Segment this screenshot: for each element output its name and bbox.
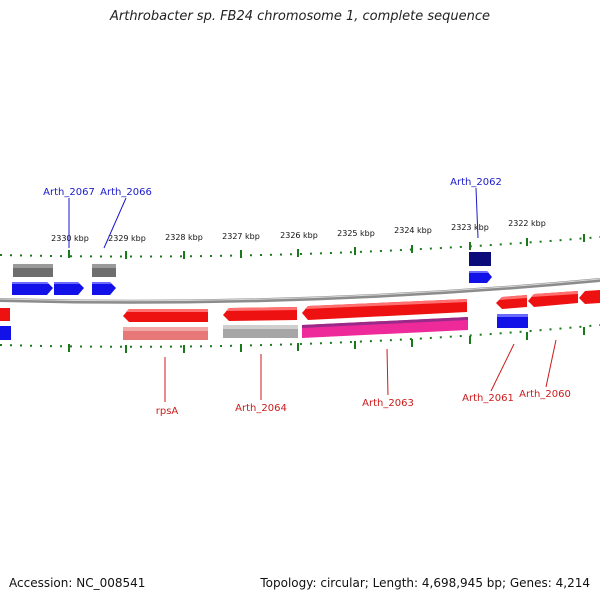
gene-rpsA xyxy=(123,309,208,322)
upper-gray-features xyxy=(13,252,491,277)
genome-summary-text: Topology: circular; Length: 4,698,945 bp… xyxy=(260,576,590,590)
navy-feature xyxy=(469,252,491,266)
gene-label: Arth_2060 xyxy=(519,389,571,400)
gene-arth-2066-a xyxy=(54,282,84,295)
upper-major-ticks xyxy=(68,234,585,259)
gene-left-edge xyxy=(0,308,10,321)
lower-features xyxy=(0,314,528,340)
gene-arth-2066-b xyxy=(92,282,116,295)
scale-label: 2323 kbp xyxy=(451,223,489,232)
scale-label: 2329 kbp xyxy=(108,234,146,243)
gene-arth-2063 xyxy=(302,299,467,320)
upper-scale-ring xyxy=(0,236,600,258)
scale-label: 2324 kbp xyxy=(394,226,432,235)
gene-labels: Arth_2067 Arth_2066 Arth_2062 rpsA Arth_… xyxy=(43,177,571,417)
gene-label: rpsA xyxy=(156,406,179,417)
gene-label: Arth_2061 xyxy=(462,393,514,404)
gene-right-edge xyxy=(579,290,600,304)
scale-labels: 2330 kbp 2329 kbp 2328 kbp 2327 kbp 2326… xyxy=(51,219,546,243)
gene-label: Arth_2067 xyxy=(43,187,95,198)
lower-scale-ring xyxy=(0,324,600,348)
accession-text: Accession: NC_008541 xyxy=(9,576,146,590)
reverse-genes xyxy=(0,290,600,322)
chromosome-backbone-highlight xyxy=(0,278,600,302)
gene-label: Arth_2063 xyxy=(362,398,414,409)
blue-feature-left-edge xyxy=(0,326,11,340)
gene-label: Arth_2064 xyxy=(235,403,287,414)
map-title: Arthrobacter sp. FB24 chromosome 1, comp… xyxy=(109,9,491,24)
chromosome-backbone xyxy=(0,278,600,304)
scale-label: 2327 kbp xyxy=(222,232,260,241)
magenta-feature xyxy=(302,317,468,338)
forward-genes xyxy=(12,271,492,295)
scale-label: 2328 kbp xyxy=(165,233,203,242)
scale-label: 2325 kbp xyxy=(337,229,375,238)
scale-label: 2322 kbp xyxy=(508,219,546,228)
gene-arth-2067 xyxy=(12,282,53,295)
gene-label: Arth_2062 xyxy=(450,177,502,188)
lower-major-ticks xyxy=(68,327,585,353)
blue-feature-lower xyxy=(497,314,528,328)
scale-label: 2330 kbp xyxy=(51,234,89,243)
gene-arth-2062 xyxy=(469,271,492,283)
gene-label: Arth_2066 xyxy=(100,187,152,198)
label-leaders xyxy=(68,187,557,402)
scale-label: 2326 kbp xyxy=(280,231,318,240)
